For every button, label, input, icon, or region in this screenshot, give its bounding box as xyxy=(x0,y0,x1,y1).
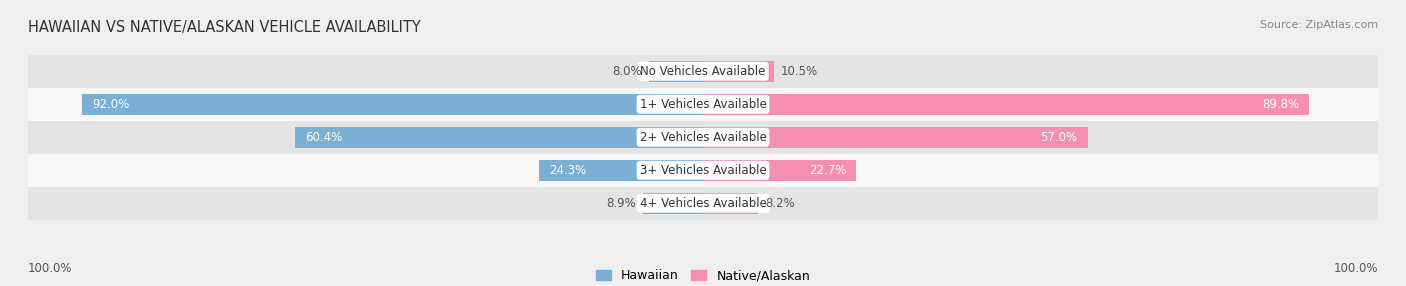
Text: No Vehicles Available: No Vehicles Available xyxy=(640,65,766,78)
Bar xyxy=(28,55,1378,88)
Text: 3+ Vehicles Available: 3+ Vehicles Available xyxy=(640,164,766,177)
Text: 1+ Vehicles Available: 1+ Vehicles Available xyxy=(640,98,766,111)
Text: 92.0%: 92.0% xyxy=(93,98,129,111)
Text: 2+ Vehicles Available: 2+ Vehicles Available xyxy=(640,131,766,144)
Bar xyxy=(28,121,1378,154)
Bar xyxy=(703,127,1088,148)
Bar xyxy=(703,94,1309,114)
Text: 8.2%: 8.2% xyxy=(765,197,794,210)
Text: 4+ Vehicles Available: 4+ Vehicles Available xyxy=(640,197,766,210)
Text: 10.5%: 10.5% xyxy=(780,65,818,78)
Text: 57.0%: 57.0% xyxy=(1040,131,1077,144)
Bar xyxy=(650,61,703,82)
Bar xyxy=(703,160,856,180)
Bar xyxy=(82,94,703,114)
Text: 8.0%: 8.0% xyxy=(613,65,643,78)
Bar xyxy=(538,160,703,180)
Text: HAWAIIAN VS NATIVE/ALASKAN VEHICLE AVAILABILITY: HAWAIIAN VS NATIVE/ALASKAN VEHICLE AVAIL… xyxy=(28,20,420,35)
Bar xyxy=(28,154,1378,187)
Text: 24.3%: 24.3% xyxy=(550,164,586,177)
Bar xyxy=(28,88,1378,121)
Text: 22.7%: 22.7% xyxy=(808,164,846,177)
Text: Source: ZipAtlas.com: Source: ZipAtlas.com xyxy=(1260,20,1378,30)
Bar xyxy=(703,193,758,214)
Bar xyxy=(28,187,1378,220)
Text: 89.8%: 89.8% xyxy=(1261,98,1299,111)
Bar xyxy=(643,193,703,214)
Legend: Hawaiian, Native/Alaskan: Hawaiian, Native/Alaskan xyxy=(596,269,810,282)
Bar xyxy=(295,127,703,148)
Text: 100.0%: 100.0% xyxy=(28,262,73,275)
Text: 100.0%: 100.0% xyxy=(1333,262,1378,275)
Text: 8.9%: 8.9% xyxy=(606,197,636,210)
Text: 60.4%: 60.4% xyxy=(305,131,343,144)
Bar xyxy=(703,61,773,82)
